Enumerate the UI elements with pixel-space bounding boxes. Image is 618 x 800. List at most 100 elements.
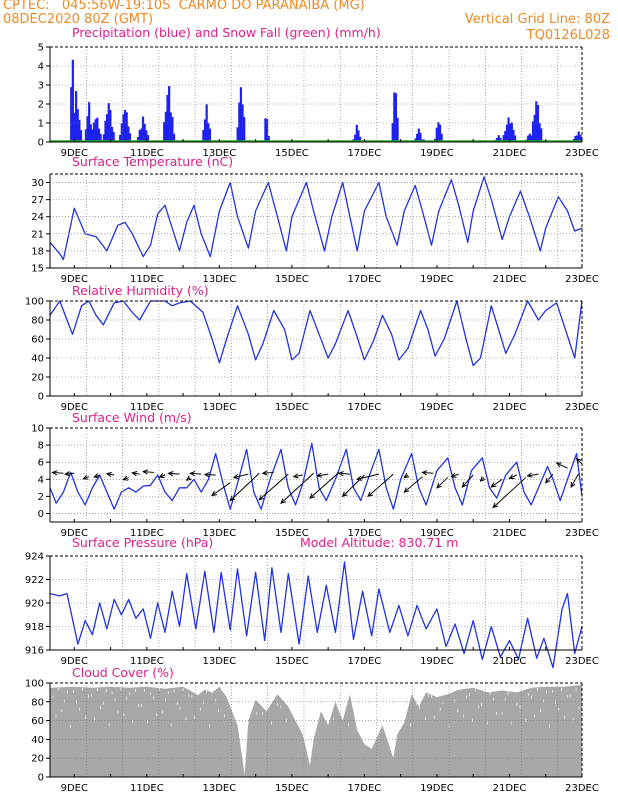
- precip-bar: [417, 128, 420, 142]
- precip-bar: [264, 118, 267, 142]
- x-tick-label: 13DEC: [202, 148, 236, 159]
- precip-bar: [499, 137, 502, 142]
- wind-arrow-head: [189, 471, 196, 477]
- y-tick-label: 80: [31, 697, 44, 708]
- precip-bar: [509, 123, 512, 142]
- wind-arrow-head: [258, 494, 265, 501]
- precip-bar: [143, 123, 146, 142]
- wind-arrow: [143, 471, 155, 473]
- wind-arrow: [451, 473, 459, 478]
- y-tick-label: 5: [38, 43, 44, 54]
- precip-bar: [391, 123, 394, 142]
- precip-bar: [120, 123, 123, 142]
- precip-bar: [239, 87, 243, 142]
- wind-title: Surface Wind (m/s): [72, 410, 192, 425]
- precip-bar: [577, 131, 580, 142]
- x-tick-label: 13DEC: [202, 402, 236, 413]
- precip-bar: [96, 117, 99, 142]
- precip-bar: [414, 138, 417, 142]
- x-tick-label: 13DEC: [202, 274, 236, 285]
- precip-bar: [86, 116, 89, 142]
- precip-bar: [104, 120, 107, 142]
- x-tick-label: 17DEC: [348, 656, 382, 667]
- precip-bar: [393, 92, 396, 142]
- y-tick-label: 20: [31, 754, 44, 765]
- precip-bar: [238, 102, 241, 142]
- precip-bar: [531, 121, 535, 142]
- precip-bar: [236, 127, 239, 142]
- precip-bar: [141, 116, 145, 142]
- precip-bar: [172, 133, 176, 142]
- precip-bar: [510, 122, 513, 142]
- wind-arrow-head: [436, 482, 442, 489]
- cloud-panel: [46, 682, 583, 778]
- wind-arrow: [545, 473, 554, 484]
- y-tick-label: 60: [31, 335, 44, 346]
- wind-arrow-head: [51, 470, 58, 476]
- precip-bar: [92, 122, 96, 142]
- precip-bar: [202, 129, 205, 142]
- precip-bar: [125, 112, 128, 142]
- wind-arrow-head: [461, 482, 468, 488]
- precip-bar: [168, 85, 171, 142]
- wind-panel: [46, 427, 583, 523]
- wind-arrow: [132, 472, 140, 475]
- y-tick-label: 1: [38, 119, 44, 130]
- temp-panel: [46, 173, 583, 269]
- precip-bar: [435, 127, 438, 142]
- x-tick-label: 15DEC: [275, 783, 309, 794]
- rh-title: Relative Humidity (%): [72, 283, 209, 298]
- y-tick-label: 924: [25, 552, 44, 563]
- wind-arrow: [293, 474, 303, 478]
- precip-bar: [146, 135, 150, 142]
- wind-arrow: [317, 473, 329, 477]
- y-tick-label: 60: [31, 716, 44, 727]
- precip-bar: [440, 133, 443, 142]
- precip-bar: [507, 117, 510, 142]
- y-tick-label: 40: [31, 735, 44, 746]
- y-tick-label: 6: [38, 458, 44, 469]
- precip-bar: [394, 93, 398, 142]
- x-tick-label: 21DEC: [493, 148, 527, 159]
- y-tick-label: 3: [38, 81, 44, 92]
- wind-arrow-head: [185, 475, 192, 481]
- x-tick-label: 21DEC: [493, 402, 527, 413]
- wind-arrow: [168, 472, 180, 475]
- y-tick-label: 0: [38, 392, 44, 403]
- precip-bar: [496, 138, 499, 142]
- precip-bar: [530, 135, 533, 142]
- precip-bar: [267, 135, 270, 142]
- wind-arrow-head: [142, 469, 149, 475]
- precip-bar: [536, 104, 540, 142]
- y-tick-label: 100: [25, 679, 44, 690]
- precip-bar: [137, 137, 140, 142]
- precip-bar: [73, 112, 76, 142]
- y-tick-label: 27: [31, 195, 44, 206]
- x-tick-label: 15DEC: [275, 402, 309, 413]
- wind-arrow: [190, 472, 202, 475]
- wind-arrow-head: [575, 457, 582, 464]
- precip-bar: [88, 102, 91, 142]
- wind-arrow-head: [64, 471, 71, 477]
- precip-bar: [171, 116, 174, 142]
- y-tick-label: 0: [38, 138, 44, 149]
- x-tick-label: 9DEC: [61, 783, 88, 794]
- precip-bar: [102, 134, 105, 142]
- rh-panel: [46, 300, 583, 397]
- x-tick-label: 23DEC: [565, 656, 599, 667]
- y-tick-label: 20: [31, 373, 44, 384]
- precip-bar: [84, 129, 88, 142]
- precip-bar: [94, 119, 97, 142]
- precip-bar: [112, 131, 115, 142]
- x-tick-label: 23DEC: [565, 274, 599, 285]
- x-tick-label: 9DEC: [61, 274, 88, 285]
- precip-bar: [107, 103, 110, 142]
- x-tick-label: 11DEC: [130, 528, 164, 539]
- x-tick-label: 17DEC: [348, 528, 382, 539]
- x-tick-label: 19DEC: [420, 528, 454, 539]
- wind-arrow: [262, 471, 274, 474]
- wind-arrow: [527, 473, 539, 477]
- y-tick-label: 40: [31, 354, 44, 365]
- y-tick-label: 18: [31, 246, 44, 257]
- wind-arrow-head: [309, 493, 315, 499]
